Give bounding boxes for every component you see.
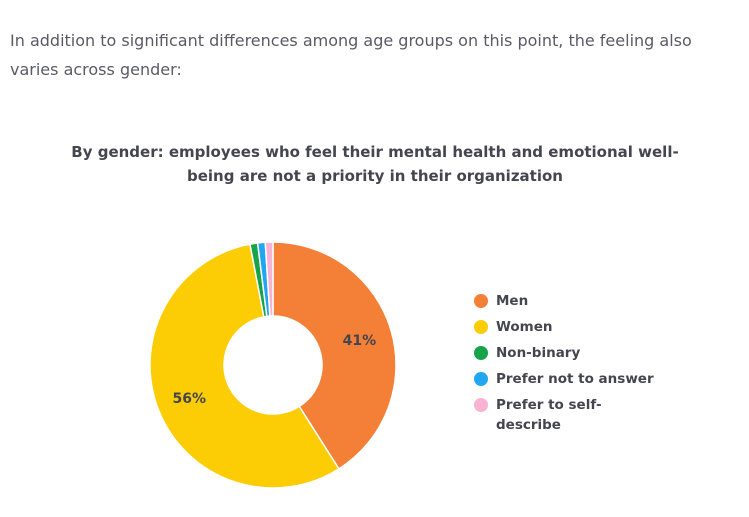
intro-paragraph: In addition to significant differences a… <box>10 31 692 79</box>
legend-label-women: Women <box>496 319 553 335</box>
legend-swatch-non-binary <box>474 346 488 360</box>
legend-label-prefer-to-self-describe: Prefer to self-describe <box>496 397 602 433</box>
legend-item-women: Women <box>474 317 656 337</box>
legend-item-prefer-to-self-describe: Prefer to self-describe <box>474 395 656 435</box>
chart-title: By gender: employees who feel their ment… <box>71 143 679 185</box>
donut-slices <box>149 241 397 489</box>
legend-label-prefer-not-to-answer: Prefer not to answer <box>496 371 654 387</box>
legend-label-non-binary: Non-binary <box>496 345 581 361</box>
chart-legend: Men Women Non-binary Prefer not to answer Pr… <box>474 291 656 441</box>
data-label-women: 56% <box>173 391 207 407</box>
legend-swatch-men <box>474 294 488 308</box>
donut-slice-prefer-to-self-describe <box>264 241 274 317</box>
legend-item-prefer-not-to-answer: Prefer not to answer <box>474 369 656 389</box>
donut-data-labels: 41% 56% <box>173 333 377 407</box>
legend-swatch-prefer-to-self-describe <box>474 398 488 412</box>
donut-slice-women <box>149 243 340 489</box>
legend-item-men: Men <box>474 291 656 311</box>
legend-label-men: Men <box>496 293 529 309</box>
data-label-men: 41% <box>343 333 377 349</box>
legend-swatch-prefer-not-to-answer <box>474 372 488 386</box>
legend-swatch-women <box>474 320 488 334</box>
legend-item-non-binary: Non-binary <box>474 343 656 363</box>
